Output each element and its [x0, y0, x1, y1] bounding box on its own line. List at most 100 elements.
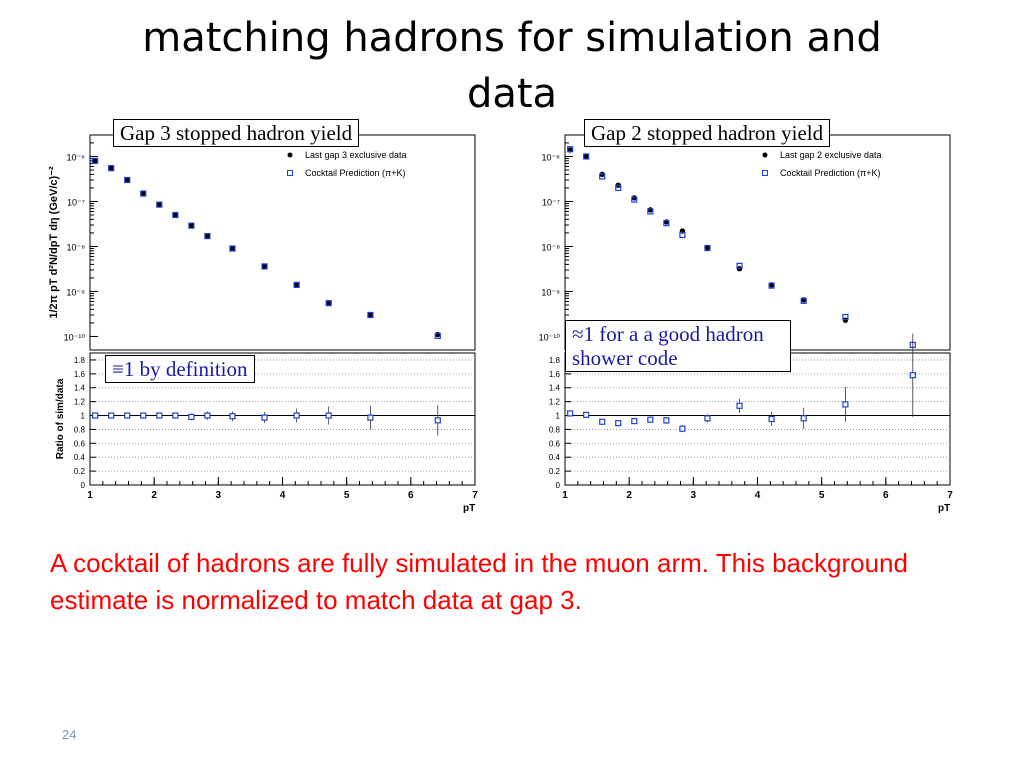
sim-point	[92, 157, 99, 164]
top-ytick-label: 10⁻⁹	[541, 287, 560, 297]
sim-point	[663, 220, 670, 227]
ratio-ytick-label: 0.2	[549, 467, 561, 476]
gap3-chart-svg: 10⁻⁶ 10⁻⁷ 10⁻⁸ 10⁻⁹ 10⁻¹⁰ 1/2π pT d²N/dpT dη …	[48, 134, 478, 514]
data-point	[326, 300, 332, 306]
data-point	[261, 263, 268, 270]
ratio-point	[434, 417, 441, 424]
top-ytick-label: 10⁻¹⁰	[539, 332, 561, 342]
ratio-ytick-label: 0.4	[74, 453, 86, 462]
ratio-point	[367, 414, 374, 421]
data-point	[140, 190, 146, 197]
ratio-point	[229, 413, 236, 420]
legend-label: Cocktail Prediction (π+K)	[305, 168, 406, 178]
slide-title: matching hadrons for simulation and data	[142, 15, 882, 117]
sim-point	[293, 281, 300, 288]
top-ytick-label: 10⁻⁷	[542, 197, 560, 207]
slide-caption: A cocktail of hadrons are fully simulate…	[50, 548, 908, 615]
gap3-annotation: ≡1 by definition	[105, 355, 255, 383]
sim-point	[615, 184, 622, 192]
ratio-ytick-label: 0.2	[74, 467, 86, 476]
xtick-label: 5	[819, 490, 825, 501]
data-point	[172, 212, 179, 218]
data-point	[188, 222, 195, 229]
xtick-label: 7	[947, 490, 953, 501]
ratio-ytick-label: 1	[81, 412, 86, 421]
top-ytick-label: 10⁻⁸	[541, 242, 560, 252]
sim-point	[229, 245, 236, 252]
xtick-label: 2	[626, 490, 632, 501]
ratio-point	[615, 420, 622, 427]
ratio-point	[663, 417, 670, 424]
legend-label: Last gap 2 exclusive data	[780, 150, 882, 160]
sim-point	[172, 211, 179, 219]
gap3-chart-panel: 10⁻⁶ 10⁻⁷ 10⁻⁸ 10⁻⁹ 10⁻¹⁰ 1/2π pT d²N/dpT dη …	[35, 115, 480, 515]
sim-point	[188, 222, 195, 229]
top-ytick-label: 10⁻⁷	[67, 197, 85, 207]
ratio-point	[704, 415, 711, 422]
xtick-label: 6	[408, 490, 414, 501]
data-point	[293, 282, 300, 288]
ratio-point	[188, 413, 195, 421]
sim-point	[434, 332, 441, 339]
data-point	[367, 312, 374, 318]
sim-point	[842, 313, 849, 321]
ratio-ytick-label: 1.6	[74, 370, 86, 379]
ratio-ytick-label: 1.8	[549, 356, 561, 365]
sim-point	[599, 173, 606, 180]
ratio-point	[768, 415, 775, 423]
ratio-ytick-label: 1	[556, 412, 561, 421]
ratio-ytick-label: 1.6	[549, 370, 561, 379]
ratio-ytick-label: 1.4	[549, 384, 561, 393]
legend-marker-data	[287, 152, 293, 158]
gap2-chart-svg: 10⁻⁶ 10⁻⁷ 10⁻⁸ 10⁻⁹ 10⁻¹⁰ Last gap 2 exclusiv…	[539, 134, 953, 514]
gap2-chart-title: Gap 2 stopped hadron yield	[584, 119, 831, 147]
gap2-chart-panel: 10⁻⁶ 10⁻⁷ 10⁻⁸ 10⁻⁹ 10⁻¹⁰ Last gap 2 exclusiv…	[510, 115, 955, 515]
sim-point	[124, 176, 131, 184]
legend-label: Last gap 3 exclusive data	[305, 150, 407, 160]
legend-label: Cocktail Prediction (π+K)	[780, 168, 881, 178]
ratio-point	[599, 418, 606, 425]
sim-point	[704, 244, 711, 252]
sim-point	[800, 297, 807, 304]
xtick-label: 2	[151, 490, 157, 501]
xtick-label: 4	[280, 490, 286, 501]
ratio-ytick-label: 1.8	[74, 356, 86, 365]
ratio-point	[156, 412, 163, 419]
gap3-chart-title: Gap 3 stopped hadron yield	[113, 119, 360, 147]
ratio-point	[647, 416, 654, 423]
ratio-point	[909, 372, 916, 379]
sim-point	[567, 146, 574, 153]
xlabel: pT	[938, 503, 950, 514]
xtick-label: 3	[216, 490, 222, 501]
ratio-point	[800, 415, 807, 422]
xtick-label: 7	[472, 490, 478, 501]
sim-point	[325, 300, 332, 307]
top-ytick-label: 10⁻⁸	[66, 242, 85, 252]
ratio-point	[679, 425, 686, 432]
legend-marker-sim	[287, 170, 293, 176]
ratio-point	[92, 412, 99, 419]
sim-point	[261, 263, 268, 270]
data-point	[229, 245, 236, 252]
top-ytick-label: 10⁻⁶	[542, 152, 561, 162]
ratio-ytick-label: 0.4	[549, 453, 561, 462]
ratio-point	[124, 412, 131, 419]
ratio-ylabel: Ratio of sim/data	[55, 378, 66, 459]
top-ytick-label: 10⁻⁶	[67, 152, 86, 162]
xlabel: pT	[463, 503, 475, 514]
sim-point	[204, 232, 211, 240]
data-point	[204, 233, 211, 239]
sim-point	[367, 311, 374, 319]
data-point	[108, 165, 114, 171]
sim-point	[631, 196, 638, 203]
ratio-point	[172, 412, 179, 419]
ratio-pad-frame	[564, 352, 951, 486]
data-point	[124, 177, 130, 183]
gap2-annotation: ≈1 for a a good hadron shower code	[565, 320, 791, 372]
ratio-ytick-label: 1.4	[74, 384, 86, 393]
xtick-label: 4	[755, 490, 761, 501]
page-number: 24	[62, 727, 77, 742]
xtick-label: 3	[691, 490, 697, 501]
ratio-point	[842, 401, 849, 408]
data-point	[156, 201, 162, 208]
